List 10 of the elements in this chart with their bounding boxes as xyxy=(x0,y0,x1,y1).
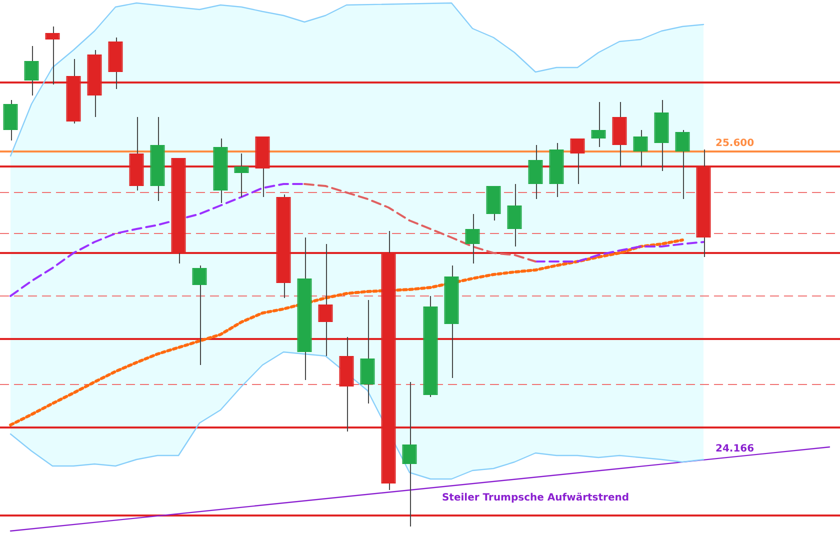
candlestick xyxy=(507,184,522,247)
candlestick xyxy=(360,300,375,404)
annotation: Steiler Trumpsche Aufwärtstrend xyxy=(442,492,630,504)
annotation: 24.166 xyxy=(716,444,754,455)
candlestick xyxy=(3,100,18,141)
annotation: 25.600 xyxy=(716,138,754,150)
candlestick xyxy=(591,102,606,148)
candlestick xyxy=(528,144,543,200)
candlestick xyxy=(402,382,417,527)
candlestick xyxy=(234,153,249,198)
